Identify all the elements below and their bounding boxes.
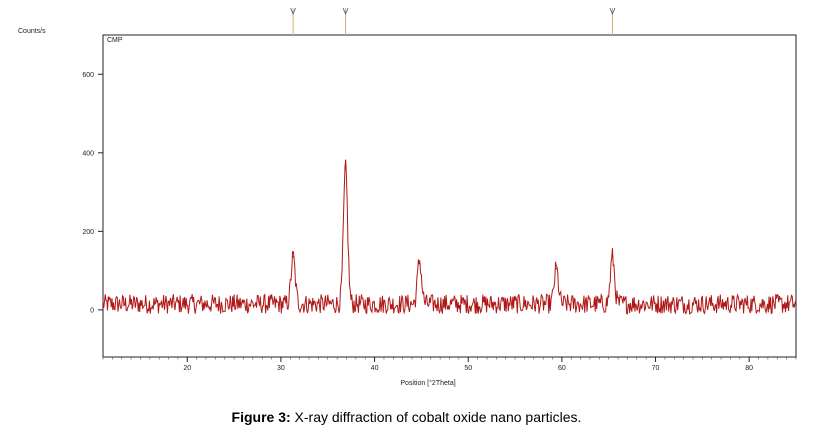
x-axis-label: Position [°2Theta]: [400, 379, 455, 387]
reference-marker-31.3: [290, 7, 296, 16]
x-tick-label-40: 40: [371, 365, 379, 372]
minor-ticks: [102, 357, 797, 360]
x-tick-label-30: 30: [277, 365, 285, 372]
sample-label: CMP: [107, 37, 123, 44]
xrd-chart: Counts/s CMP Position [°2Theta] 0 200 400 6…: [18, 7, 797, 387]
x-tick-label-80: 80: [745, 365, 753, 372]
y-ticks: 0 200 400 600: [82, 72, 103, 314]
reference-markers: [290, 7, 616, 35]
x-tick-label-20: 20: [183, 365, 191, 372]
x-tick-label-70: 70: [652, 365, 660, 372]
peak-point: [555, 267, 558, 270]
peak-point: [611, 256, 614, 258]
x-tick-label-60: 60: [558, 365, 566, 372]
y-tick-label-400: 400: [82, 150, 94, 157]
peak-markers: [292, 167, 614, 270]
x-ticks: 20 30 40 50 60 70 80: [183, 357, 753, 372]
y-tick-label-600: 600: [82, 72, 94, 79]
peak-point: [292, 256, 294, 258]
diffraction-line: [102, 159, 797, 315]
y-tick-label-0: 0: [90, 307, 94, 314]
reference-marker-65.4: [609, 7, 616, 16]
y-tick-label-200: 200: [82, 229, 94, 236]
caption-text: X-ray diffraction of cobalt oxide nano p…: [290, 409, 582, 425]
y-axis-label: Counts/s: [18, 28, 46, 35]
caption-prefix: Figure 3:: [231, 409, 291, 425]
x-tick-label-50: 50: [464, 365, 472, 372]
peak-point: [344, 167, 347, 170]
reference-marker-36.9: [342, 7, 349, 16]
peak-point: [418, 259, 421, 262]
figure-caption: Figure 3: X-ray diffraction of cobalt ox…: [0, 409, 813, 425]
